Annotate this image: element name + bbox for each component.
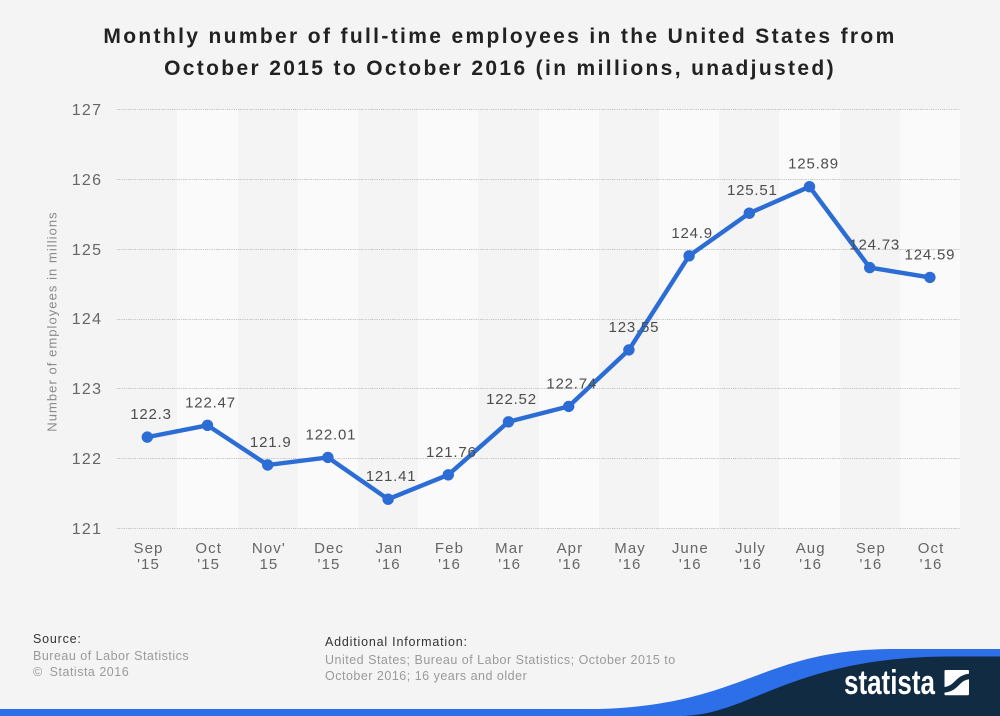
svg-text:124.9: 124.9	[671, 225, 713, 242]
svg-text:124.59: 124.59	[905, 246, 956, 263]
svg-text:122.47: 122.47	[185, 394, 236, 411]
svg-text:121.76: 121.76	[426, 444, 477, 461]
svg-text:125.51: 125.51	[727, 182, 778, 199]
svg-text:122.01: 122.01	[306, 426, 357, 443]
svg-text:122.74: 122.74	[546, 375, 597, 392]
svg-text:125.89: 125.89	[788, 156, 839, 173]
svg-text:123.55: 123.55	[609, 319, 660, 336]
svg-text:statista: statista	[844, 664, 936, 702]
svg-text:122.3: 122.3	[130, 406, 172, 423]
svg-text:124.73: 124.73	[849, 237, 900, 254]
svg-text:122.52: 122.52	[486, 391, 537, 408]
svg-text:121.41: 121.41	[366, 468, 417, 485]
svg-text:121.9: 121.9	[250, 434, 292, 451]
